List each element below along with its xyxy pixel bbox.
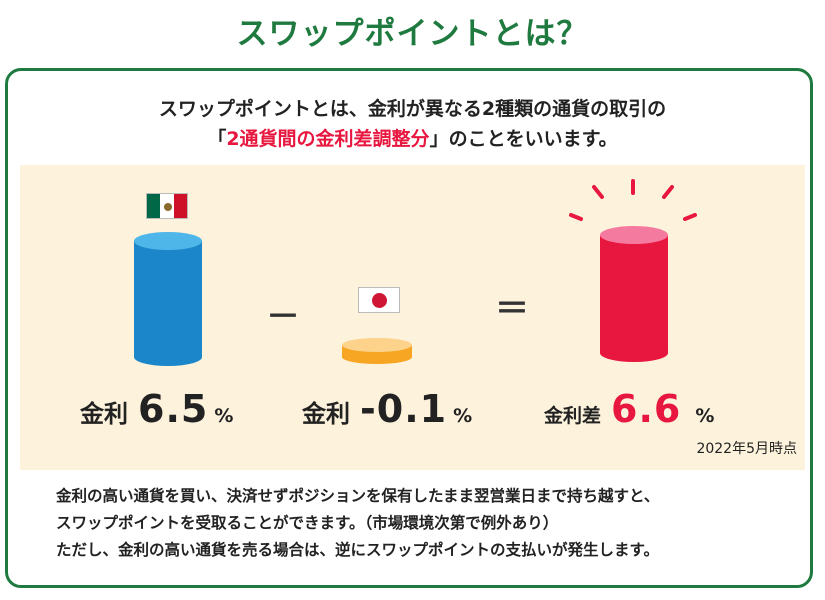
japan-flag-icon [358, 287, 400, 313]
page-title: スワップポイントとは？ [236, 16, 589, 52]
rate-difference-unit: % [695, 405, 715, 427]
minus-sign: － [266, 297, 300, 337]
low-rate-unit: % [453, 405, 473, 427]
equals-sign: ＝ [495, 289, 529, 329]
intro-line-1: スワップポイントとは、金利が異なる2種類の通貨の取引の [158, 98, 667, 120]
high-rate-value: 6.5 [138, 387, 209, 431]
rate-difference-label: 金利差 6.6% [544, 387, 714, 431]
high-rate-keyword: 金利 [80, 400, 128, 428]
low-rate-label: 金利 -0.1% [302, 387, 472, 431]
high-rate-cylinder [134, 232, 202, 366]
footer-text: 金利の高い通貨を買い、決済せずポジションを保有したまま翌営業日まで持ち越すと、 … [56, 483, 796, 564]
rate-difference-value: 6.6 [611, 387, 682, 431]
intro-line-2: 「2通貨間の金利差調整分」のことをいいます。 [0, 124, 825, 154]
low-rate-disc [342, 338, 412, 364]
rate-difference-cylinder [569, 179, 697, 362]
footer-line-3: ただし、金利の高い通貨を売る場合は、逆にスワップポイントの支払いが発生します。 [56, 541, 659, 559]
low-rate-keyword: 金利 [302, 400, 350, 428]
high-rate-label: 金利 6.5% [80, 387, 233, 431]
content-frame [5, 68, 813, 588]
low-rate-value: -0.1 [360, 387, 448, 431]
intro-line-2-rest: 」のことをいいます。 [429, 128, 618, 150]
illustration-panel: － ＝ 金利 6.5% 金利 -0.1% 金利差 6.6% [20, 165, 805, 470]
intro-text: スワップポイントとは、金利が異なる2種類の通貨の取引の 「2通貨間の金利差調整分… [0, 94, 825, 154]
high-rate-unit: % [214, 405, 234, 427]
footer-line-2: スワップポイントを受取ることができます。（市場環境次第で例外あり） [56, 514, 559, 532]
intro-bracket-open: 「 [207, 128, 227, 150]
rate-difference-keyword: 金利差 [544, 405, 602, 427]
footer-line-1: 金利の高い通貨を買い、決済せずポジションを保有したまま翌営業日まで持ち越すと、 [56, 487, 660, 505]
mexico-flag-icon [146, 193, 188, 219]
intro-emphasis: 2通貨間の金利差調整分 [226, 128, 430, 150]
as-of-date: 2022年5月時点 [696, 441, 797, 457]
